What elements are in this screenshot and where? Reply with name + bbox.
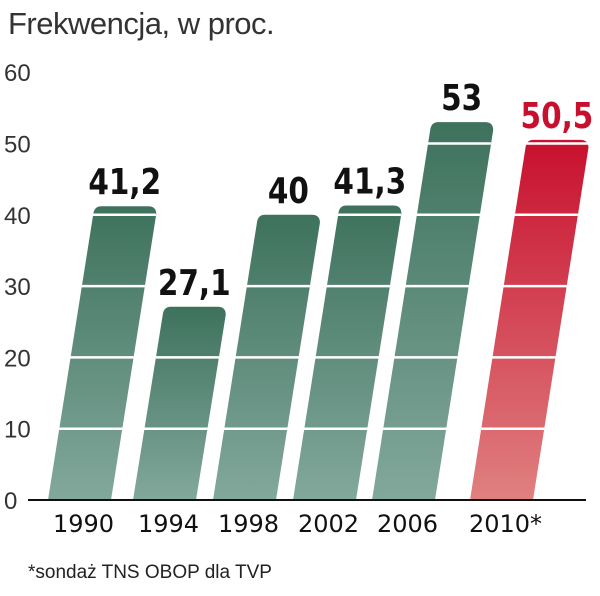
y-tick-label: 60 (4, 60, 31, 87)
y-tick-label: 40 (4, 203, 31, 230)
footnote: *sondaż TNS OBOP dla TVP (28, 562, 272, 583)
data-label: 27,1 (158, 261, 231, 304)
bar-2002 (293, 205, 402, 500)
x-tick-label: 1990 (53, 510, 114, 538)
x-tick-label: 2010* (469, 510, 542, 538)
y-tick-label: 0 (4, 488, 17, 515)
y-tick-label: 50 (4, 132, 31, 159)
bar-1990 (48, 206, 157, 500)
data-label: 50,5 (521, 94, 594, 137)
x-tick-label: 2006 (377, 510, 438, 538)
data-label: 41,3 (333, 160, 406, 203)
data-label: 41,2 (88, 160, 161, 203)
data-label: 40 (268, 169, 309, 212)
y-tick-label: 20 (4, 345, 31, 372)
chart-title: Frekwencja, w proc. (8, 6, 275, 41)
bar-1994 (133, 306, 226, 500)
bar-2006 (372, 122, 494, 501)
x-tick-label: 2002 (298, 510, 359, 538)
y-tick-label: 30 (4, 274, 31, 301)
bar-2010* (470, 139, 589, 500)
x-tick-label: 1994 (138, 510, 199, 538)
data-label: 53 (441, 76, 482, 119)
x-tick-label: 1998 (218, 510, 279, 538)
y-tick-label: 10 (4, 417, 31, 444)
